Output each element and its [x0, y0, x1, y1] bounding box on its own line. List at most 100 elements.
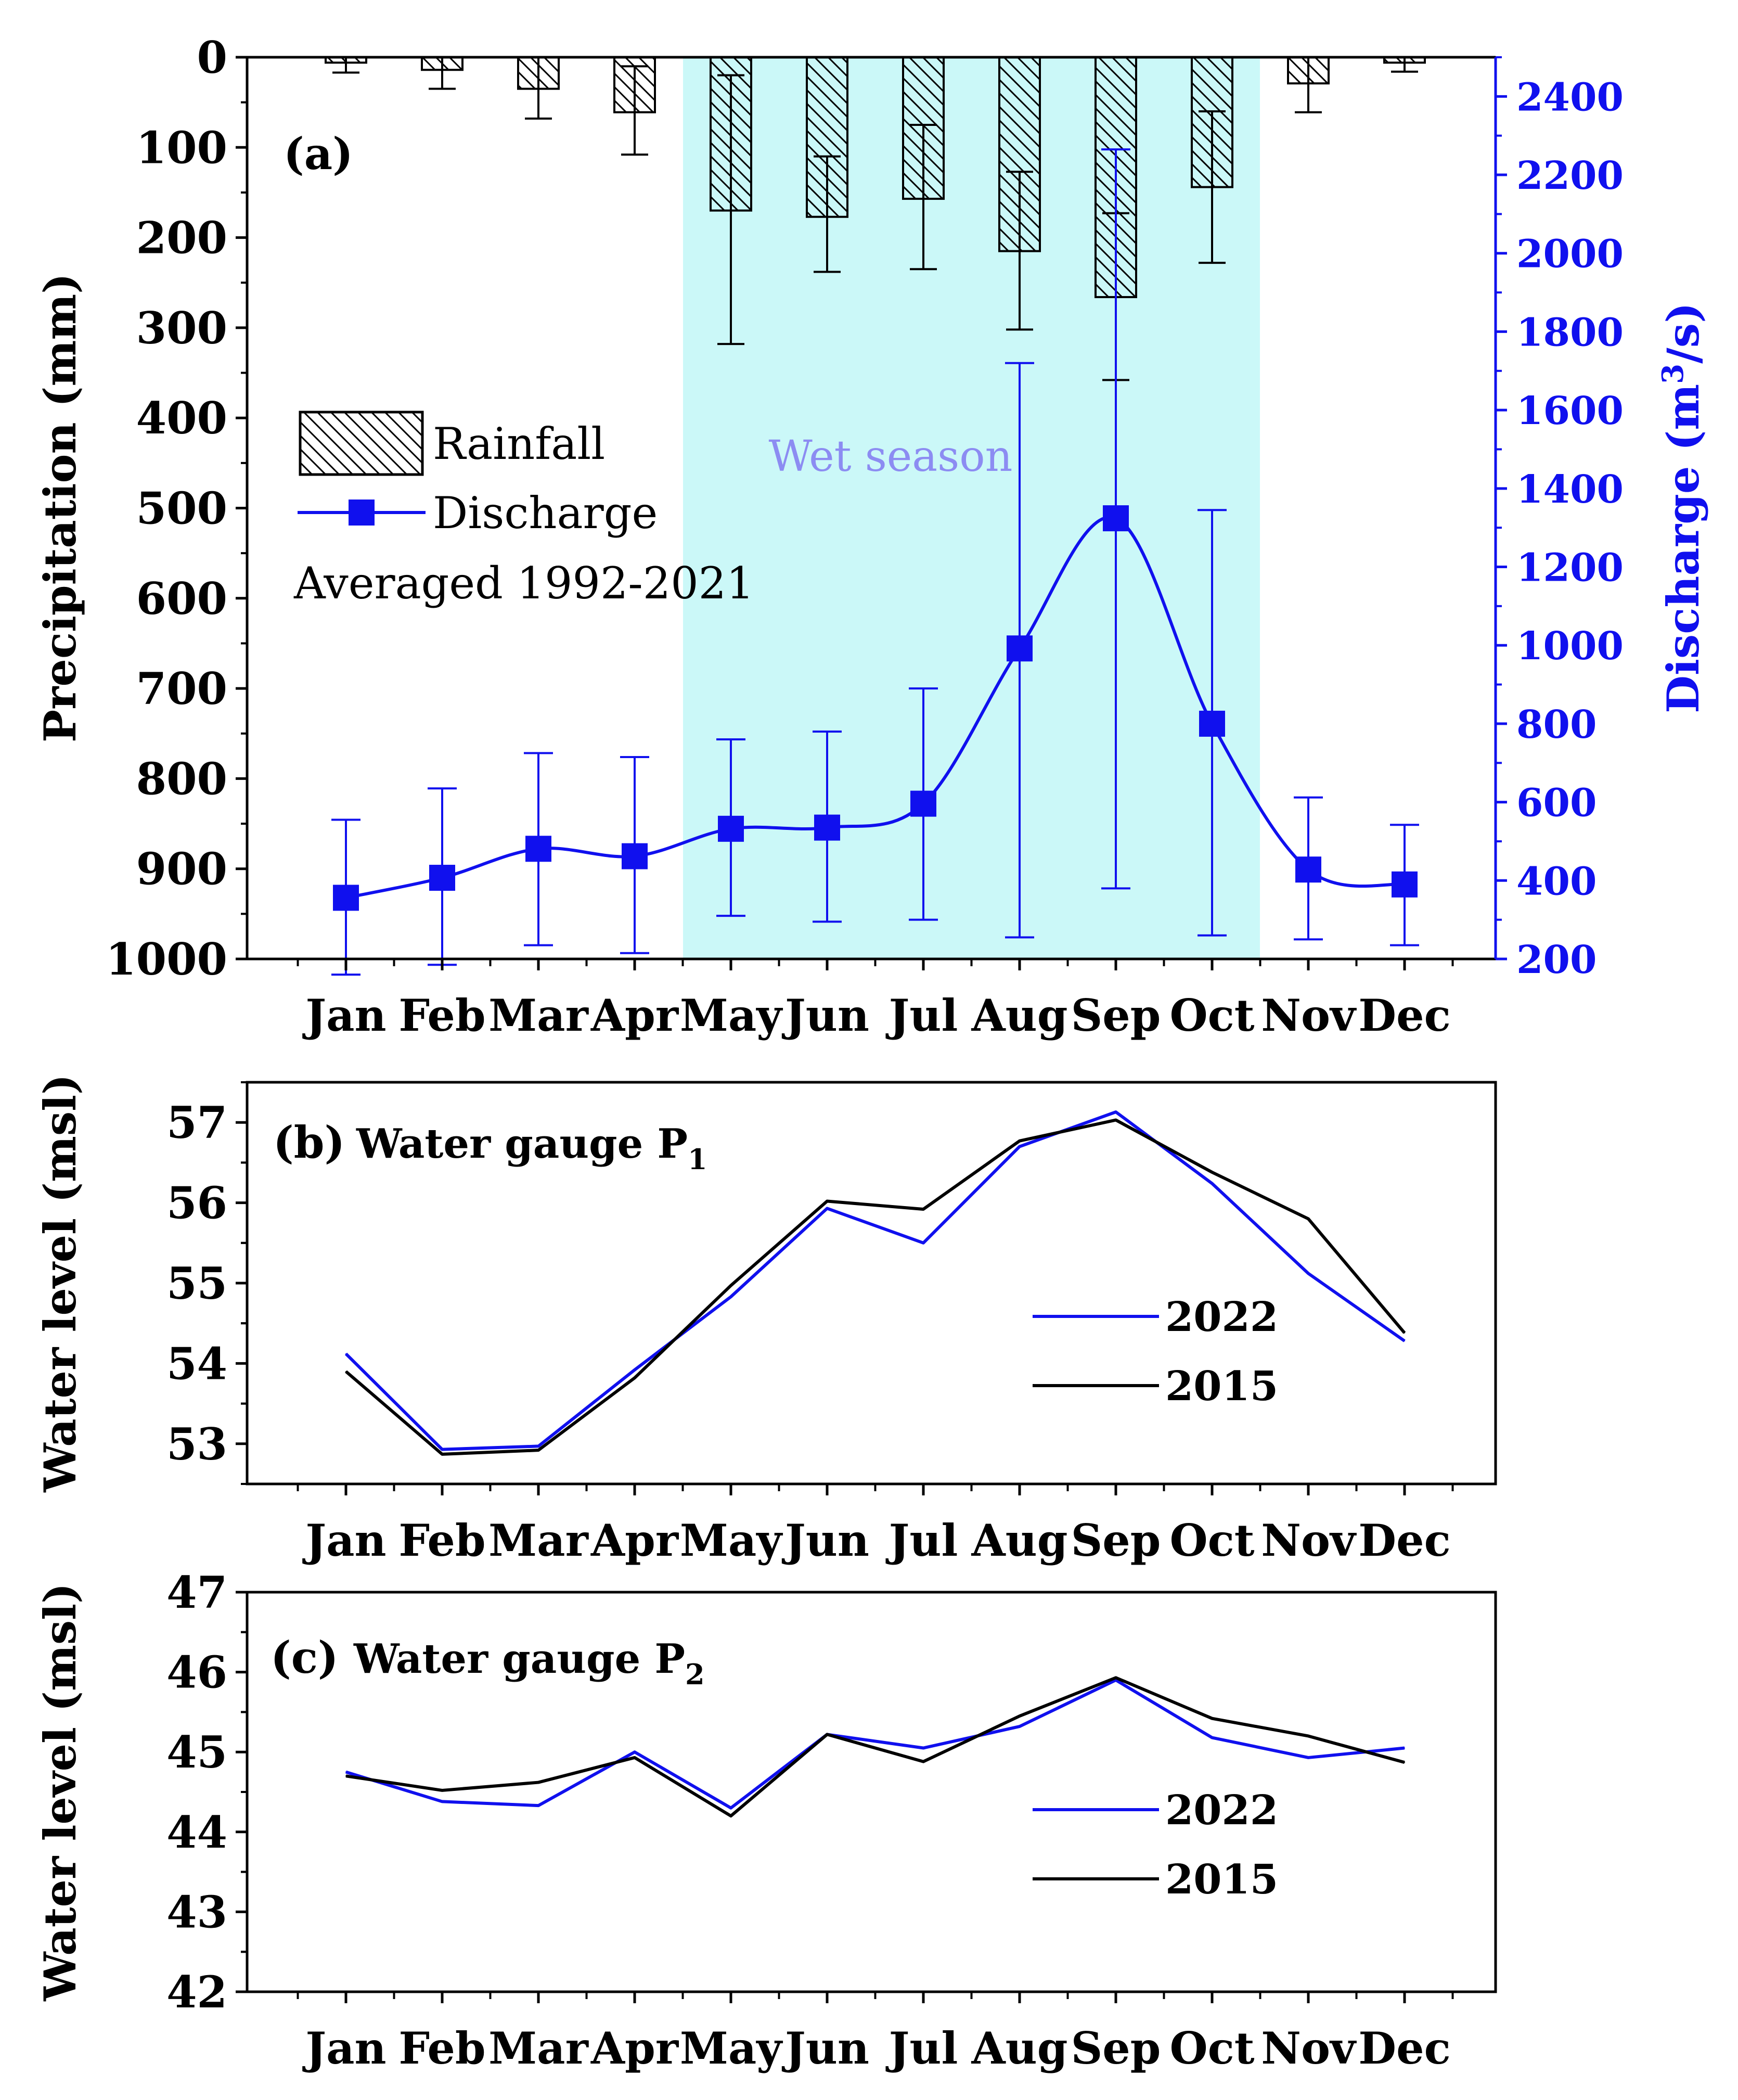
y2-tick-label: 1600	[1516, 389, 1624, 433]
series-point-2022-jun	[827, 1208, 828, 1209]
panel-a-label: (a)	[284, 128, 353, 180]
y2-tick-label: 1000	[1516, 624, 1624, 669]
series-point-2015-jan	[345, 1775, 346, 1777]
series-point-2022-sep	[1115, 1111, 1116, 1113]
y-tick-label: 47	[166, 1567, 227, 1618]
y-tick-label: 55	[166, 1258, 227, 1309]
series-point-2022-jan	[345, 1353, 346, 1354]
discharge-point-may	[718, 815, 744, 842]
discharge-point-nov	[1295, 856, 1321, 883]
y-tick-label: 600	[136, 573, 227, 624]
y-tick-label: 0	[197, 32, 227, 83]
discharge-point-jan	[333, 885, 359, 911]
x-tick-label-jun: Jun	[781, 990, 869, 1041]
discharge-point-jun	[814, 814, 840, 841]
series-point-2022-feb	[442, 1449, 443, 1450]
x-tick-label-jul: Jul	[885, 1515, 958, 1566]
series-line-2015	[345, 1118, 1406, 1456]
panel-label: (b)	[273, 1117, 345, 1168]
series-point-2022-mar	[538, 1445, 539, 1447]
series-point-2015-jun	[827, 1200, 828, 1202]
series-line-2015	[345, 1676, 1405, 1818]
y-tick-label: 500	[136, 483, 227, 534]
panel-title: Water gauge P2	[353, 1635, 705, 1691]
y-tick-label: 300	[136, 302, 227, 354]
series-point-2015-apr	[634, 1377, 635, 1379]
x-tick-label-aug: Aug	[971, 1515, 1068, 1566]
legend-label-2022: 2022	[1165, 1294, 1278, 1341]
y-axis-title: Precipitation (mm)	[34, 273, 86, 742]
y2-tick-label: 1400	[1516, 467, 1624, 512]
y2-tick-label: 800	[1516, 702, 1597, 747]
series-point-2015-mar	[538, 1450, 539, 1451]
series-point-2015-nov	[1308, 1735, 1309, 1737]
series-point-2022-dec	[1404, 1747, 1405, 1749]
x-tick-label-dec: Dec	[1358, 2022, 1450, 2074]
series-point-2015-apr	[634, 1757, 635, 1758]
series-point-2022-may	[730, 1296, 731, 1298]
wet-season-band	[683, 57, 1260, 959]
series-point-2022-aug	[1019, 1146, 1020, 1147]
series-point-2015-sep	[1115, 1677, 1116, 1679]
x-tick-label-jan: Jan	[302, 1515, 386, 1566]
legend-discharge-marker	[349, 500, 375, 526]
x-tick-label-may: May	[680, 990, 783, 1041]
series-point-2015-feb	[442, 1789, 443, 1791]
x-tick-label-may: May	[680, 1515, 783, 1566]
y-axis-title: Water level (msl)	[34, 1583, 86, 2002]
y-tick-label: 800	[136, 753, 227, 804]
series-point-2022-aug	[1019, 1726, 1020, 1727]
y-tick-label: 54	[166, 1338, 227, 1389]
series-point-2022-dec	[1404, 1340, 1405, 1342]
series-point-2015-nov	[1308, 1218, 1309, 1220]
series-point-2015-oct	[1212, 1171, 1213, 1173]
y-tick-label: 900	[136, 843, 227, 895]
legend-discharge-label: Discharge	[433, 488, 658, 539]
y2-tick-label: 2000	[1516, 232, 1624, 277]
series-point-2015-may	[730, 1815, 731, 1817]
x-tick-label-may: May	[680, 2022, 783, 2074]
y-tick-label: 46	[166, 1647, 227, 1698]
series-point-2022-sep	[1115, 1679, 1116, 1681]
x-tick-label-mar: Mar	[488, 1515, 589, 1566]
discharge-point-sep	[1103, 505, 1129, 532]
series-point-2015-jul	[923, 1208, 924, 1210]
legend-rainfall-label: Rainfall	[433, 418, 605, 469]
series-point-2022-oct	[1212, 1183, 1213, 1184]
discharge-point-dec	[1392, 871, 1418, 898]
x-tick-label-oct: Oct	[1169, 990, 1254, 1041]
series-point-2022-apr	[634, 1369, 635, 1371]
series-point-2022-nov	[1308, 1757, 1309, 1758]
y-tick-label: 1000	[106, 933, 227, 985]
x-tick-label-jun: Jun	[781, 1515, 869, 1566]
x-tick-label-oct: Oct	[1169, 1515, 1254, 1566]
y-tick-label: 44	[166, 1807, 227, 1858]
discharge-point-apr	[622, 843, 648, 869]
y-tick-label: 56	[166, 1177, 227, 1229]
x-tick-label-oct: Oct	[1169, 2022, 1254, 2074]
y2-tick-label: 200	[1516, 938, 1597, 982]
x-tick-label-sep: Sep	[1071, 990, 1161, 1041]
y-tick-label: 57	[166, 1097, 227, 1148]
series-point-2015-jan	[345, 1371, 346, 1372]
x-tick-label-nov: Nov	[1261, 990, 1357, 1041]
x-tick-label-dec: Dec	[1358, 1515, 1450, 1566]
x-tick-label-feb: Feb	[398, 1515, 485, 1566]
x-tick-label-feb: Feb	[398, 2022, 485, 2074]
x-tick-label-aug: Aug	[971, 2022, 1068, 2074]
series-point-2022-apr	[634, 1751, 635, 1753]
y2-axis-title: Discharge (m3/s)	[1656, 302, 1709, 713]
y-tick-label: 43	[166, 1886, 227, 1938]
series-line-2022	[344, 1110, 1406, 1451]
x-tick-label-jul: Jul	[885, 2022, 958, 2074]
legend-label-2022: 2022	[1165, 1787, 1278, 1834]
x-tick-label-sep: Sep	[1071, 2022, 1161, 2074]
legend-rainfall-swatch	[299, 411, 424, 476]
wet-season-label: Wet season	[769, 432, 1013, 481]
x-tick-label-sep: Sep	[1071, 1515, 1161, 1566]
series-point-2015-aug	[1019, 1715, 1020, 1717]
y2-tick-label: 2200	[1516, 153, 1624, 198]
series-point-2015-aug	[1019, 1140, 1020, 1142]
y-tick-label: 200	[136, 212, 227, 264]
